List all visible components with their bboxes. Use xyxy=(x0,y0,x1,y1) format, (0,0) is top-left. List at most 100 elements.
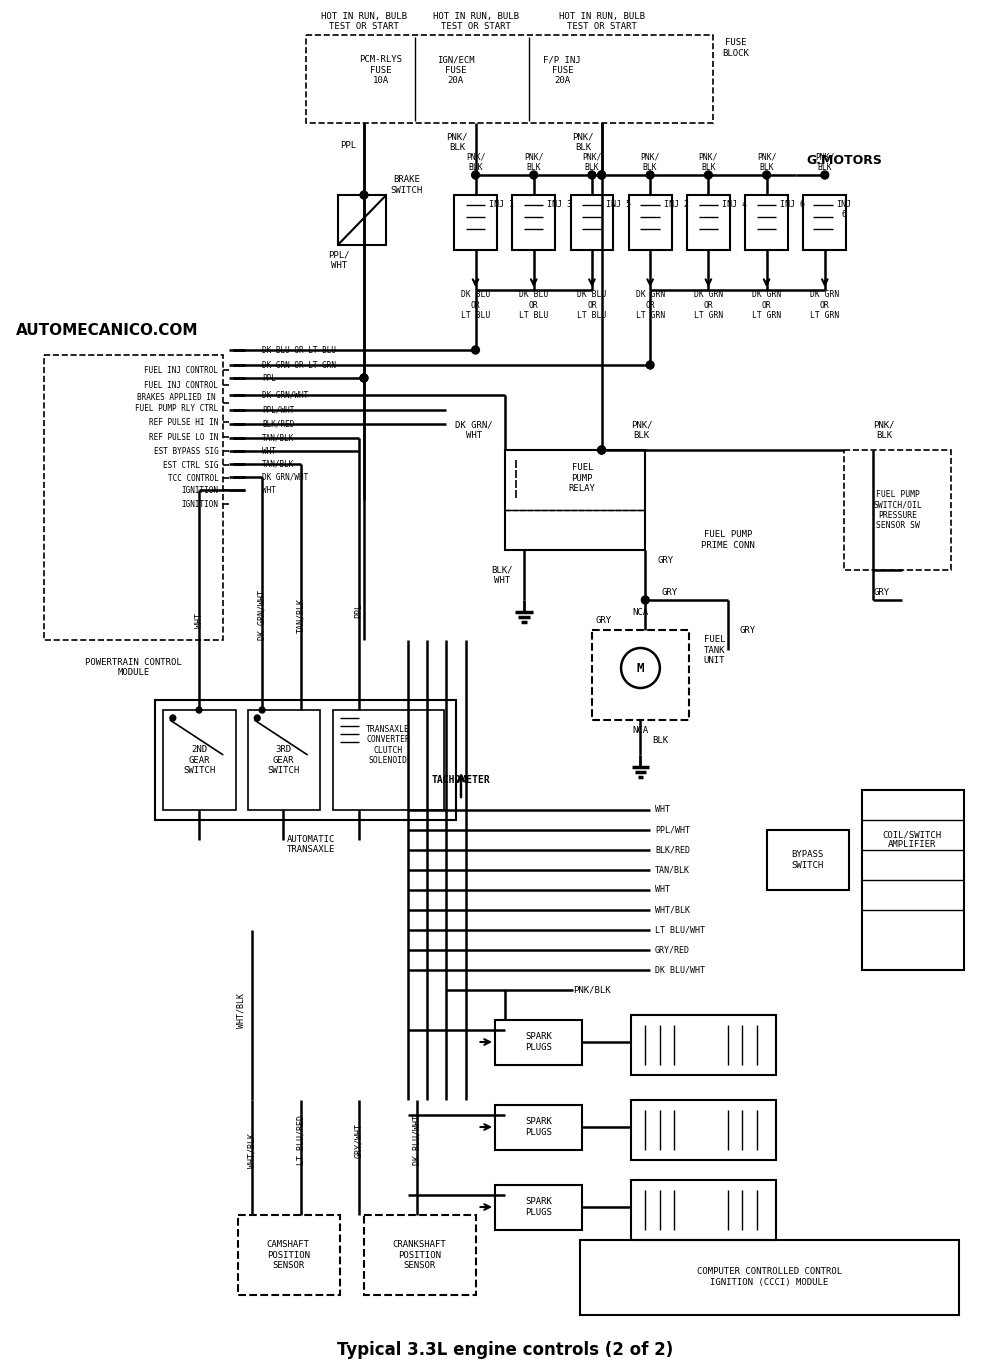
Bar xyxy=(454,195,497,250)
Circle shape xyxy=(646,171,654,179)
Text: GRY/WHT: GRY/WHT xyxy=(354,1122,364,1158)
Bar xyxy=(306,35,713,123)
Text: DK GRN
OR
LT GRN: DK GRN OR LT GRN xyxy=(752,291,781,319)
Text: WHT: WHT xyxy=(262,446,276,456)
Bar xyxy=(512,195,555,250)
Text: PNK/
BLK: PNK/ BLK xyxy=(641,153,660,172)
Text: DK GRN OR LT GRN: DK GRN OR LT GRN xyxy=(262,360,336,370)
Text: HOT IN RUN, BULB: HOT IN RUN, BULB xyxy=(558,11,645,20)
Text: 3RD
GEAR
SWITCH: 3RD GEAR SWITCH xyxy=(267,745,299,775)
Text: DK GRN/WHT: DK GRN/WHT xyxy=(262,472,308,482)
Text: DK BLU/WHT: DK BLU/WHT xyxy=(655,965,705,975)
Text: PNK/
BLK: PNK/ BLK xyxy=(572,132,594,152)
Text: DK GRN/WHT: DK GRN/WHT xyxy=(262,390,308,400)
Text: REF PULSE LO IN: REF PULSE LO IN xyxy=(149,433,219,441)
Text: DK BLU
OR
LT BLU: DK BLU OR LT BLU xyxy=(461,291,490,319)
Text: HOT IN RUN, BULB: HOT IN RUN, BULB xyxy=(321,11,407,20)
Circle shape xyxy=(472,345,480,354)
Circle shape xyxy=(646,360,654,369)
Text: DK BLU
OR
LT BLU: DK BLU OR LT BLU xyxy=(578,291,606,319)
Text: SPARK
PLUGS: SPARK PLUGS xyxy=(525,1118,552,1137)
Bar xyxy=(337,195,387,244)
Bar xyxy=(237,1215,339,1295)
Bar xyxy=(687,195,730,250)
Text: NCA: NCA xyxy=(633,726,648,734)
Bar xyxy=(44,355,224,640)
Bar xyxy=(581,1239,958,1314)
Text: INJ 3: INJ 3 xyxy=(547,201,572,209)
Text: PNK/
BLK: PNK/ BLK xyxy=(524,153,543,172)
Text: FUSE
BLOCK: FUSE BLOCK xyxy=(722,38,749,57)
Bar xyxy=(766,830,849,890)
Text: PNK/
BLK: PNK/ BLK xyxy=(698,153,718,172)
Text: COIL/SWITCH
AMPLIFIER: COIL/SWITCH AMPLIFIER xyxy=(883,830,942,849)
Circle shape xyxy=(704,171,712,179)
Text: LT BLU/WHT: LT BLU/WHT xyxy=(655,925,705,935)
Text: PPL: PPL xyxy=(340,141,356,150)
Text: FUEL
TANK
UNIT: FUEL TANK UNIT xyxy=(703,635,725,665)
Text: INJ
6: INJ 6 xyxy=(837,201,852,220)
Text: PNK/
BLK: PNK/ BLK xyxy=(466,153,486,172)
Text: PCM-RLYS
FUSE
10A: PCM-RLYS FUSE 10A xyxy=(359,55,402,85)
Text: BRAKES APPLIED IN
FUEL PUMP RLY CTRL: BRAKES APPLIED IN FUEL PUMP RLY CTRL xyxy=(135,393,219,412)
Text: DK BLU
OR
LT BLU: DK BLU OR LT BLU xyxy=(519,291,548,319)
Bar xyxy=(746,195,788,250)
Circle shape xyxy=(597,171,605,179)
Text: DK BLU OR LT BLU: DK BLU OR LT BLU xyxy=(262,345,336,355)
Text: 2ND
GEAR
SWITCH: 2ND GEAR SWITCH xyxy=(182,745,215,775)
Text: BYPASS
SWITCH: BYPASS SWITCH xyxy=(792,850,823,870)
Text: DK BLU/WHT: DK BLU/WHT xyxy=(413,1115,422,1164)
Circle shape xyxy=(530,171,538,179)
Circle shape xyxy=(597,171,605,179)
Text: COMPUTER CONTROLLED CONTROL
IGNITION (CCCI) MODULE: COMPUTER CONTROLLED CONTROL IGNITION (CC… xyxy=(697,1267,842,1287)
Text: INJ 5: INJ 5 xyxy=(605,201,631,209)
Circle shape xyxy=(597,446,605,455)
Bar xyxy=(495,1185,583,1230)
Text: PPL/
WHT: PPL/ WHT xyxy=(328,250,349,270)
Text: EST BYPASS SIG: EST BYPASS SIG xyxy=(154,446,219,456)
Text: DK GRN
OR
LT GRN: DK GRN OR LT GRN xyxy=(810,291,840,319)
Text: WHT: WHT xyxy=(655,805,670,815)
Text: WHT: WHT xyxy=(194,613,203,628)
Bar xyxy=(631,1179,776,1239)
Text: BLK/
WHT: BLK/ WHT xyxy=(490,565,512,584)
Text: DK GRN/
WHT: DK GRN/ WHT xyxy=(455,420,493,440)
Text: CRANKSHAFT
POSITION
SENSOR: CRANKSHAFT POSITION SENSOR xyxy=(392,1239,446,1269)
Circle shape xyxy=(254,715,260,721)
Circle shape xyxy=(360,374,368,382)
Text: GRY: GRY xyxy=(873,587,890,597)
Text: IGNITION: IGNITION xyxy=(181,486,219,494)
Text: TAN/BLK: TAN/BLK xyxy=(296,598,305,632)
Bar xyxy=(592,631,689,719)
Text: G.MOTORS: G.MOTORS xyxy=(806,153,882,167)
Text: BLK/RED: BLK/RED xyxy=(262,419,294,429)
Bar xyxy=(803,195,847,250)
Text: GRY: GRY xyxy=(658,556,674,565)
Text: PNK/
BLK: PNK/ BLK xyxy=(873,420,895,440)
Bar xyxy=(163,710,235,809)
Text: INJ 6: INJ 6 xyxy=(780,201,805,209)
Bar xyxy=(364,1215,476,1295)
Circle shape xyxy=(196,707,202,713)
Bar xyxy=(155,700,456,820)
Text: HOT IN RUN, BULB: HOT IN RUN, BULB xyxy=(433,11,519,20)
Text: GRY: GRY xyxy=(595,616,611,625)
Text: INJ 1: INJ 1 xyxy=(490,201,514,209)
Bar xyxy=(333,710,444,809)
Text: WHT/BLK: WHT/BLK xyxy=(655,905,690,915)
Text: WHT: WHT xyxy=(655,886,670,894)
Text: GRY/RED: GRY/RED xyxy=(655,946,690,954)
Text: DK GRN
OR
LT GRN: DK GRN OR LT GRN xyxy=(636,291,665,319)
Text: NCA: NCA xyxy=(633,607,648,617)
Text: REF PULSE HI IN: REF PULSE HI IN xyxy=(149,418,219,426)
Text: INJ 4: INJ 4 xyxy=(722,201,747,209)
Text: TAN/BLK: TAN/BLK xyxy=(262,460,294,468)
Text: AUTOMATIC
TRANSAXLE: AUTOMATIC TRANSAXLE xyxy=(286,835,335,854)
Text: DK GRN
OR
LT GRN: DK GRN OR LT GRN xyxy=(694,291,723,319)
Text: BLK: BLK xyxy=(652,736,668,744)
Text: PNK/
BLK: PNK/ BLK xyxy=(446,132,468,152)
Bar xyxy=(247,710,321,809)
Text: FUEL INJ CONTROL: FUEL INJ CONTROL xyxy=(144,381,219,389)
Text: IGN/ECM
FUSE
20A: IGN/ECM FUSE 20A xyxy=(437,55,475,85)
Circle shape xyxy=(360,191,368,199)
